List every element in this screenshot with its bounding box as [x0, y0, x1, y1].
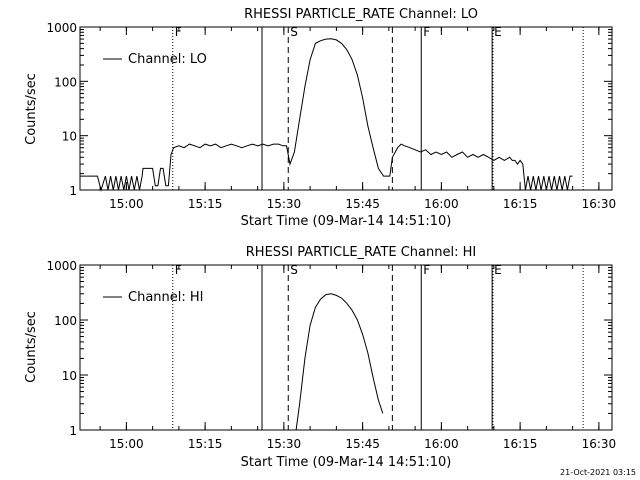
panel-hi-annotation-label: F	[423, 263, 430, 277]
panel-lo-annotation-label: F	[423, 25, 430, 39]
panel-lo-x-axis-label: Start Time (09-Mar-14 14:51:10)	[241, 214, 452, 229]
panel-lo-plot-frame	[79, 26, 613, 191]
panel-lo-x-tick-label: 16:15	[503, 197, 538, 211]
panel-hi-y-tick-label: 1000	[46, 259, 77, 273]
panel-lo-annotation-label: F	[175, 25, 182, 39]
panel-lo-y-tick-label: 1000	[46, 21, 77, 35]
panel-hi-y-tick-label: 1	[69, 424, 77, 438]
panel-lo-annotation-label: E	[494, 25, 502, 39]
panel-lo-y-tick-label: 10	[62, 130, 77, 144]
panel-lo-series-line	[80, 38, 573, 192]
panel-hi-x-tick-label: 16:30	[582, 437, 617, 451]
panel-lo-x-tick-label: 15:45	[345, 197, 380, 211]
panel-hi-y-axis-label: Counts/sec	[24, 311, 39, 383]
panel-lo-annotation-label: S	[290, 25, 298, 39]
panel-hi-title: RHESSI PARTICLE_RATE Channel: HI	[246, 245, 476, 260]
panel-lo-x-tick-label: 16:00	[424, 197, 459, 211]
panel-hi-x-tick-label: 15:00	[109, 437, 144, 451]
panel-hi-x-tick-label: 16:15	[503, 437, 538, 451]
panel-hi-x-tick-label: 15:45	[345, 437, 380, 451]
panel-lo-y-axis-label: Counts/sec	[24, 73, 39, 145]
panel-hi-plot-frame	[79, 264, 613, 431]
panel-hi-legend-label: Channel: HI	[128, 290, 204, 305]
panel-hi-annotation-label: S	[290, 263, 298, 277]
panel-hi-y-tick-label: 100	[54, 314, 77, 328]
panel-lo-legend-label: Channel: LO	[128, 52, 207, 67]
panel-hi-y-tick-label: 10	[62, 369, 77, 383]
panel-lo-title: RHESSI PARTICLE_RATE Channel: LO	[244, 7, 478, 22]
panel-lo-y-tick-label: 100	[54, 75, 77, 89]
panel-hi-x-tick-label: 15:30	[267, 437, 302, 451]
panel-lo-x-tick-label: 16:30	[582, 197, 617, 211]
panel-lo-x-tick-label: 15:30	[267, 197, 302, 211]
panel-hi-annotation-label: E	[494, 263, 502, 277]
panel-hi-x-tick-label: 16:00	[424, 437, 459, 451]
panel-hi-x-tick-label: 15:15	[188, 437, 223, 451]
panel-lo-x-tick-label: 15:15	[188, 197, 223, 211]
panel-lo-y-tick-label: 1	[69, 184, 77, 198]
chart-marks-layer: 15:00 15:15 15:30 15:45 16:00 16:15 16:30 1 10 10…	[46, 21, 616, 451]
panel-hi-series-line	[295, 293, 384, 431]
panel-lo-x-tick-label: 15:00	[109, 197, 144, 211]
panel-hi-x-axis-label: Start Time (09-Mar-14 14:51:10)	[241, 455, 452, 470]
footer-timestamp: 21-Oct-2021 03:15	[560, 468, 636, 477]
panel-hi-annotation-label: F	[175, 263, 182, 277]
